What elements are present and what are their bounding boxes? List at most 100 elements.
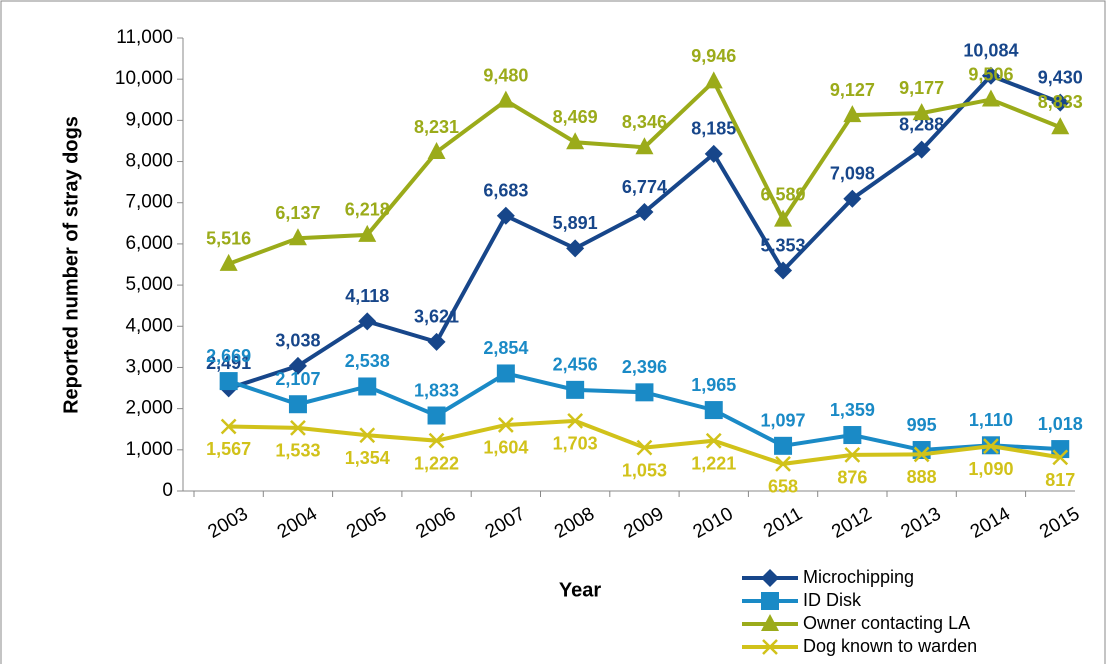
series: 1,567 1,533 1,354 1,222 1,604 1,703 1,053 1,221…	[206, 412, 1075, 497]
marker	[358, 377, 377, 396]
marker	[288, 228, 307, 246]
value-label: 7,098	[830, 163, 875, 183]
x-tick-label: 2015	[1036, 503, 1083, 542]
y-tick-label: 11,000	[116, 27, 173, 48]
marker	[1051, 93, 1070, 112]
x-axis-title: Year	[559, 579, 601, 601]
marker	[358, 224, 377, 242]
value-label: 8,288	[899, 114, 944, 134]
value-label: 1,097	[761, 411, 806, 431]
y-tick-label: 6,000	[125, 233, 173, 254]
x-tick-label: 2011	[760, 503, 806, 542]
marker	[1052, 449, 1069, 466]
x-tick-label: 2014	[967, 503, 1014, 543]
value-label: 5,891	[553, 213, 598, 233]
marker	[496, 364, 515, 383]
value-label: 2,669	[206, 346, 251, 366]
marker	[496, 90, 515, 108]
marker	[288, 356, 307, 375]
value-label: 888	[907, 467, 937, 487]
series-line	[227, 78, 1061, 266]
marker	[290, 419, 306, 436]
marker	[981, 66, 1000, 85]
value-label: 4,118	[345, 286, 389, 306]
marker	[635, 137, 654, 155]
value-label: 10,084	[963, 40, 1018, 60]
legend-label: Dog known to warden	[803, 636, 977, 656]
marker	[288, 395, 307, 414]
value-label: 9,946	[691, 46, 736, 66]
marker	[497, 417, 514, 433]
value-label: 8,833	[1038, 92, 1083, 112]
value-label: 658	[768, 477, 798, 497]
marker	[704, 401, 723, 420]
y-tick-label: 3,000	[125, 356, 173, 377]
marker	[704, 144, 723, 163]
value-label: 9,127	[830, 80, 875, 100]
value-label: 2,396	[622, 357, 667, 377]
value-label: 9,506	[968, 64, 1013, 84]
marker	[566, 239, 585, 258]
x-tick-label: 2006	[412, 503, 459, 542]
value-label: 1,221	[691, 453, 736, 473]
value-label: 2,538	[345, 351, 390, 371]
legend-label: Microchipping	[803, 567, 914, 587]
value-label: 5,353	[761, 235, 806, 255]
value-label: 1,703	[553, 434, 598, 454]
value-label: 1,053	[622, 460, 667, 480]
legend-marker	[761, 614, 779, 631]
marker	[704, 71, 723, 89]
marker	[219, 253, 238, 271]
value-label: 5,516	[206, 229, 251, 249]
marker	[774, 436, 793, 455]
value-label: 8,231	[414, 117, 459, 137]
marker	[913, 446, 930, 463]
marker	[427, 406, 446, 425]
value-label: 8,185	[691, 119, 736, 139]
marker	[427, 142, 446, 160]
value-label: 8,346	[622, 112, 667, 132]
value-label: 9,430	[1038, 67, 1083, 87]
legend-marker	[761, 592, 779, 610]
value-label: 2,854	[483, 338, 528, 358]
value-label: 817	[1045, 470, 1075, 490]
marker	[566, 132, 585, 150]
x-tick-label: 2012	[828, 503, 875, 542]
x-tick-label: 2005	[343, 503, 390, 542]
marker	[775, 456, 791, 472]
value-label: 3,038	[275, 331, 320, 351]
marker	[705, 432, 722, 449]
x-tick-label: 2010	[690, 503, 737, 542]
value-label: 1,018	[1038, 414, 1083, 434]
value-label: 1,110	[969, 410, 1013, 430]
value-label: 876	[837, 468, 867, 488]
y-tick-label: 1,000	[125, 439, 173, 460]
series: 2,491 3,038 4,118 3,621 6,683 5,891 6,774 8,185…	[206, 40, 1083, 398]
y-tick-label: 8,000	[125, 151, 173, 172]
value-label: 2,491	[206, 353, 251, 373]
x-tick-label: 2007	[482, 503, 529, 542]
legend-marker	[761, 569, 779, 587]
y-axis-title: Reported number of stray dogs	[60, 116, 82, 414]
value-label: 1,965	[691, 375, 736, 395]
value-label: 1,222	[414, 453, 459, 473]
value-label: 2,107	[275, 369, 320, 389]
value-label: 6,218	[345, 200, 390, 220]
series: 5,516 6,137 6,218 8,231 9,480 8,469 8,346 9,946…	[206, 46, 1083, 271]
marker	[843, 426, 862, 445]
value-label: 1,604	[483, 438, 528, 458]
y-tick-label: 2,000	[125, 398, 173, 419]
marker	[635, 383, 654, 402]
value-label: 8,469	[553, 107, 598, 127]
x-tick-label: 2004	[274, 503, 321, 543]
marker	[566, 380, 585, 399]
marker	[983, 438, 999, 454]
x-tick-label: 2003	[205, 503, 252, 542]
value-label: 1,833	[414, 380, 459, 400]
marker	[428, 432, 445, 449]
value-label: 6,589	[761, 184, 806, 204]
marker	[635, 203, 654, 222]
x-tick-label: 2009	[620, 503, 667, 542]
marker	[1051, 117, 1070, 135]
